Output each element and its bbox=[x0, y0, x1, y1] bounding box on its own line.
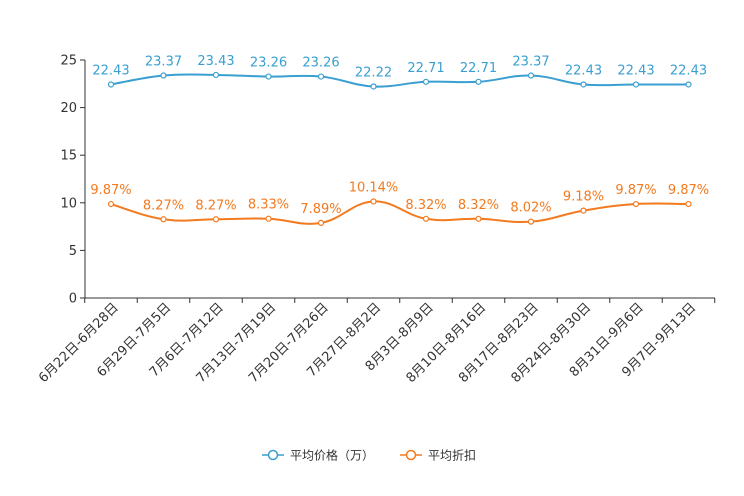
data-point bbox=[422, 78, 430, 85]
series-layer: 22.43 23.37 23.43 23.26 23.26 22.22 22.71 22.71… bbox=[90, 54, 709, 226]
data-point bbox=[580, 81, 587, 88]
data-point bbox=[527, 218, 535, 225]
data-point bbox=[632, 200, 640, 208]
data-label: 22.71 bbox=[407, 61, 444, 76]
data-label: 22.43 bbox=[92, 63, 129, 78]
data-label: 23.26 bbox=[302, 56, 339, 71]
series-line-1 bbox=[110, 200, 689, 225]
data-label: 23.37 bbox=[145, 55, 182, 70]
data-label: 9.87% bbox=[668, 183, 709, 198]
data-label: 23.37 bbox=[512, 55, 549, 70]
data-label: 8.32% bbox=[405, 198, 446, 213]
series-line-0 bbox=[110, 73, 689, 88]
data-point bbox=[160, 216, 167, 223]
data-label: 22.43 bbox=[565, 63, 602, 78]
data-point bbox=[212, 216, 220, 223]
data-label: 22.43 bbox=[617, 63, 654, 78]
data-label: 23.26 bbox=[250, 56, 287, 71]
data-label: 8.32% bbox=[458, 198, 499, 213]
data-point bbox=[370, 83, 377, 90]
data-label: 8.02% bbox=[510, 201, 551, 216]
data-label: 9.18% bbox=[563, 190, 604, 205]
data-point bbox=[160, 72, 167, 79]
data-label: 10.14% bbox=[349, 180, 399, 195]
data-point bbox=[475, 78, 482, 85]
data-point bbox=[212, 71, 220, 79]
data-label: 22.22 bbox=[355, 65, 392, 80]
data-label: 9.87% bbox=[615, 183, 656, 198]
data-point bbox=[580, 207, 587, 214]
data-point bbox=[265, 215, 272, 222]
legend-label: 平均折扣 bbox=[428, 448, 476, 463]
legend-item-0[interactable]: 平均价格（万） bbox=[262, 448, 374, 463]
data-label: 9.87% bbox=[90, 183, 131, 198]
data-point bbox=[317, 73, 325, 80]
data-point bbox=[317, 219, 325, 226]
data-point bbox=[632, 81, 640, 88]
data-point bbox=[527, 72, 535, 79]
data-label: 22.71 bbox=[460, 61, 497, 76]
data-label: 8.33% bbox=[248, 198, 289, 213]
data-point bbox=[107, 81, 115, 88]
data-label: 8.27% bbox=[143, 198, 184, 213]
legend-marker-icon bbox=[405, 449, 417, 461]
series-0: 22.43 23.37 23.43 23.26 23.26 22.22 22.71 22.71… bbox=[92, 54, 707, 90]
chart-axes: 05101520256月22日-6月28日6月29日-7月5日7月6日-7月12… bbox=[36, 54, 716, 386]
data-point bbox=[370, 198, 377, 205]
y-tick-label: 25 bbox=[60, 54, 77, 69]
legend-item-1[interactable]: 平均折扣 bbox=[400, 448, 476, 463]
legend-label: 平均价格（万） bbox=[290, 448, 374, 463]
data-point bbox=[685, 200, 692, 208]
data-label: 7.89% bbox=[300, 202, 341, 217]
y-tick-label: 0 bbox=[69, 292, 77, 307]
y-tick-label: 15 bbox=[60, 149, 77, 164]
legend[interactable]: 平均价格（万） 平均折扣 bbox=[262, 448, 476, 463]
data-point bbox=[475, 215, 482, 222]
y-tick-label: 20 bbox=[60, 101, 77, 116]
y-tick-label: 10 bbox=[60, 196, 77, 211]
data-label: 23.43 bbox=[197, 54, 234, 69]
data-point bbox=[422, 215, 430, 222]
legend-marker-icon bbox=[267, 449, 279, 461]
data-point bbox=[265, 73, 272, 80]
data-point bbox=[685, 81, 692, 88]
data-label: 22.43 bbox=[670, 63, 707, 78]
data-label: 8.27% bbox=[195, 198, 236, 213]
data-point bbox=[107, 200, 115, 208]
series-1: 9.87% 8.27% 8.27% 8.33% 7.89% 10.14% 8.32% 8.32… bbox=[90, 180, 709, 226]
y-tick-label: 5 bbox=[69, 244, 77, 259]
